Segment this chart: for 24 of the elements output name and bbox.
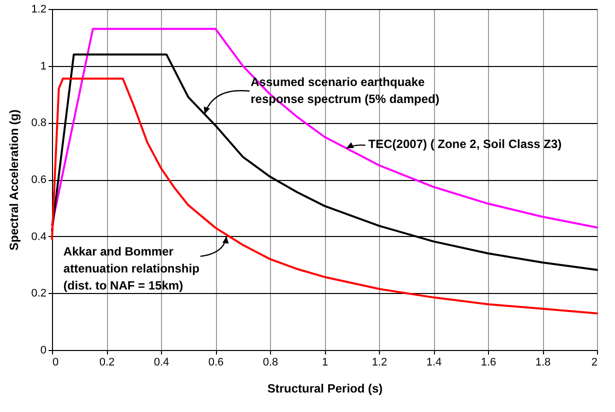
x-tick-label: 1.6: [480, 356, 496, 368]
x-tick-label: 1.2: [372, 356, 388, 368]
y-tick-label: 1: [40, 60, 46, 72]
y-tick-label: 0.8: [31, 117, 46, 130]
x-tick-label: 0.6: [208, 356, 224, 368]
line-series: [51, 78, 598, 314]
y-tick-label: 0.2: [31, 288, 46, 300]
y-tick-label: 0.4: [31, 230, 46, 243]
y-tick-label: 0: [40, 344, 46, 356]
x-tick-label: 0: [52, 356, 59, 368]
x-tick-label: 0.8: [262, 356, 278, 368]
x-tick-label: 1.4: [426, 356, 442, 368]
x-tick-label: 0.2: [99, 356, 115, 368]
x-tick-label: 2: [591, 356, 598, 368]
annotation: TEC(2007) ( Zone 2, Soil Class Z3): [368, 137, 562, 152]
annotation: Akkar and Bommer attenuation relationship (dist. to NAF = 15km): [63, 244, 200, 292]
x-tick-label: 0.4: [154, 356, 170, 368]
line-series: [51, 28, 598, 229]
y-tick-label: 1.2: [31, 4, 46, 16]
x-axis-title: Structural Period (s): [267, 382, 383, 396]
y-axis-title: Spectral Acceleration (g): [7, 110, 22, 250]
x-tick-label: 1.8: [535, 356, 551, 368]
y-tick-label: 0.6: [31, 174, 46, 186]
x-tick-label: 1: [322, 356, 328, 368]
